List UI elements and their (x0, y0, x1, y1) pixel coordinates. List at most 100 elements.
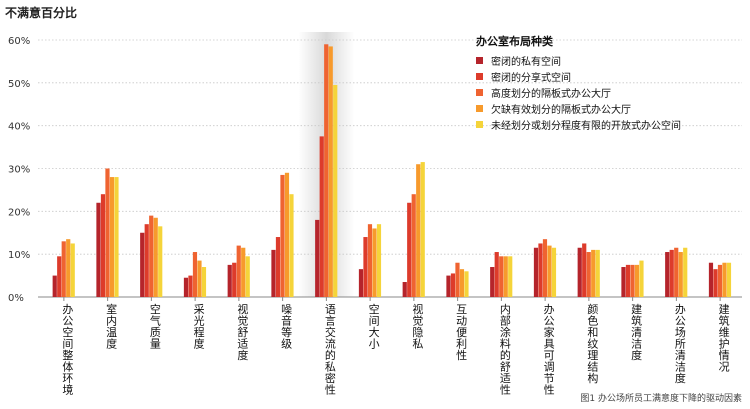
legend-swatch (476, 72, 483, 80)
legend-label: 欠缺有效划分的隔板式办公大厅 (491, 104, 631, 116)
bar (363, 237, 368, 297)
y-axis-title: 不满意百分比 (5, 6, 78, 20)
bar (683, 247, 688, 297)
bar (109, 177, 115, 297)
bar (236, 245, 241, 297)
bar (61, 241, 66, 297)
bar (464, 271, 469, 297)
figure-caption: 图1 办公场所员工满意度下降的驱动因素 (580, 394, 742, 404)
bar (376, 224, 382, 297)
bar (533, 247, 539, 297)
bar (289, 194, 294, 297)
legend-item: 密闭的私有空间 (476, 52, 681, 68)
bar (420, 162, 425, 297)
x-tick-label: 办公家具可调节性 (544, 303, 555, 397)
x-tick-label: 办公空间整体环境 (62, 303, 73, 397)
x-tick-label: 办公场所清洁度 (675, 303, 686, 385)
x-tick-label: 空间大小 (369, 302, 380, 351)
bar (319, 136, 324, 297)
y-tick-label: 0% (8, 293, 24, 304)
bar (158, 226, 163, 297)
bar (551, 247, 557, 297)
bar (494, 252, 499, 297)
bar (538, 243, 543, 297)
bar (411, 194, 416, 297)
bar (625, 264, 631, 297)
bar (140, 232, 145, 297)
bar (188, 275, 193, 297)
bar (446, 275, 451, 297)
y-tick-label: 20% (8, 207, 30, 218)
bar (577, 247, 582, 297)
legend-label: 未经划分或划分程度有限的开放式办公空间 (491, 120, 681, 132)
bar (284, 172, 290, 297)
bar (717, 264, 723, 297)
bar (639, 260, 644, 297)
x-tick-label: 采光程度 (194, 303, 205, 351)
legend: 办公室布局种类 密闭的私有空间 密闭的分享式空间 高度划分的隔板式办公大厅 欠缺有效划… (476, 33, 681, 132)
bar (245, 256, 250, 297)
bar (630, 264, 635, 297)
bar (634, 264, 640, 297)
bar (674, 247, 679, 297)
bar (722, 262, 727, 297)
bar (669, 249, 674, 297)
bar (499, 256, 504, 297)
bar (114, 177, 119, 297)
bar (416, 164, 421, 297)
x-tick-label: 视觉隐私 (412, 302, 423, 351)
legend-item: 密闭的分享式空间 (476, 68, 681, 84)
bar (153, 217, 158, 297)
bar (595, 249, 600, 297)
bar (144, 224, 149, 297)
bar (201, 267, 207, 297)
bar (358, 269, 364, 297)
x-tick-label: 建筑清洁度 (631, 302, 642, 362)
bar (450, 273, 456, 297)
y-tick-label: 50% (8, 79, 30, 90)
bar (665, 252, 670, 297)
bar (192, 252, 198, 297)
bar (503, 256, 508, 297)
bar (407, 202, 412, 297)
legend-label: 密闭的分享式空间 (491, 72, 571, 84)
legend-label: 高度划分的隔板式办公大厅 (491, 88, 611, 100)
bar (542, 239, 548, 297)
bar (232, 262, 237, 297)
legend-swatch (476, 120, 483, 128)
bar (582, 243, 587, 297)
bar (621, 267, 626, 297)
bar (183, 277, 189, 297)
bar (490, 267, 495, 297)
bar (455, 262, 460, 297)
bar (57, 256, 62, 297)
bar (96, 202, 101, 297)
x-tick-label: 建筑维护情况 (719, 302, 730, 374)
bar (402, 282, 407, 297)
bar (459, 269, 465, 297)
x-tick-label: 噪音等级 (281, 303, 292, 351)
legend-item: 高度划分的隔板式办公大厅 (476, 84, 681, 100)
bar (708, 262, 714, 297)
bar (105, 168, 110, 297)
bar (333, 84, 338, 297)
y-tick-label: 60% (8, 36, 30, 47)
legend-item: 未经划分或划分程度有限的开放式办公空间 (476, 116, 681, 132)
x-tick-label: 室内温度 (106, 302, 117, 351)
y-tick-label: 30% (8, 165, 30, 176)
x-tick-label: 内部涂料的舒适性 (500, 302, 511, 397)
bar (324, 44, 329, 298)
y-tick-label: 10% (8, 250, 30, 261)
bar (315, 219, 320, 297)
bar (100, 194, 106, 297)
bar (367, 224, 373, 297)
bar (678, 252, 683, 297)
bar (280, 174, 285, 297)
bar (197, 260, 202, 297)
bar (328, 46, 333, 297)
legend-label: 密闭的私有空间 (491, 56, 561, 68)
bar (726, 262, 732, 297)
legend-item: 欠缺有效划分的隔板式办公大厅 (476, 100, 681, 116)
x-tick-label: 颜色和纹理结构 (587, 303, 598, 385)
